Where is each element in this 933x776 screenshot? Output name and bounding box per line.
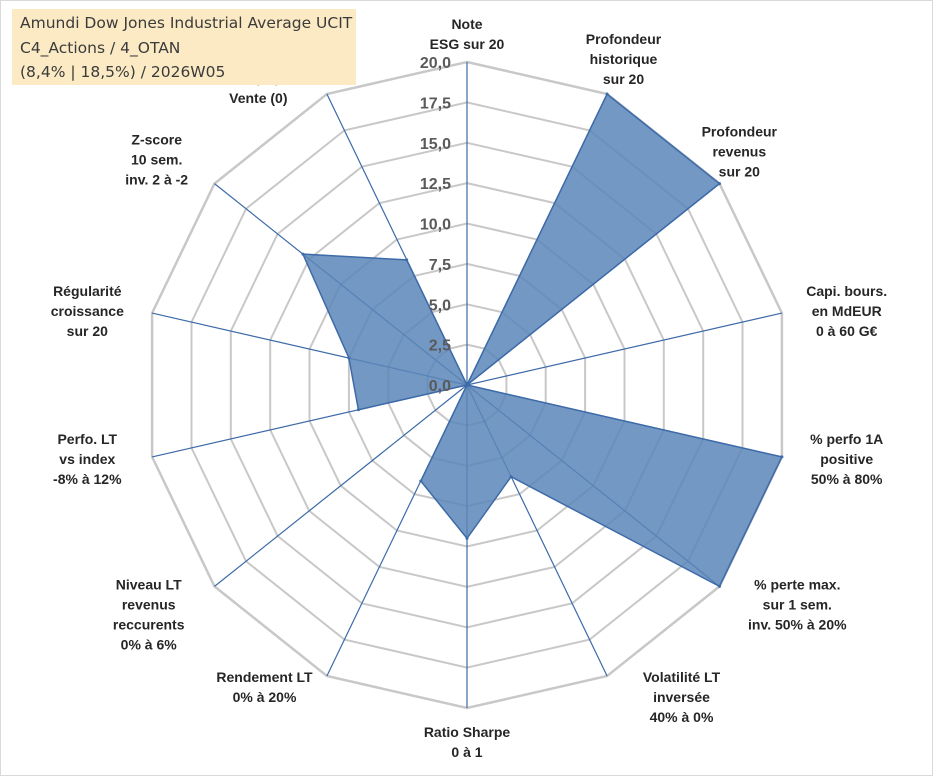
- tick-label: 10,0: [420, 217, 451, 234]
- axis-label: ESG sur 20: [430, 36, 505, 52]
- tick-label: 15,0: [420, 136, 451, 153]
- chart-title-box: Amundi Dow Jones Industrial Average UCIT…: [12, 9, 356, 85]
- axis-label: 0% à 6%: [121, 637, 178, 653]
- axis-label: reccurents: [113, 617, 185, 633]
- axis-label: Ratio Sharpe: [424, 724, 511, 740]
- series-point: [465, 383, 469, 387]
- series-point: [780, 455, 784, 459]
- series-point: [509, 475, 513, 479]
- tick-label: 12,5: [420, 176, 451, 193]
- axis-label: sur 1 sem.: [763, 597, 832, 613]
- axis-label: sur 20: [603, 71, 644, 87]
- axis-label: 10 sem.: [131, 151, 182, 167]
- axis-label: Niveau LT: [116, 577, 182, 593]
- axis-label: sur 20: [67, 323, 108, 339]
- tick-label: 0,0: [429, 378, 451, 395]
- axis-label: % perte max.: [754, 577, 840, 593]
- axis-label: -8% à 12%: [53, 471, 122, 487]
- chart-title: Amundi Dow Jones Industrial Average UCIT: [20, 14, 353, 32]
- axis-label: Perfo. LT: [57, 431, 117, 447]
- series-point: [405, 258, 409, 262]
- tick-label: 20,0: [420, 55, 451, 72]
- series-point: [419, 479, 423, 483]
- axis-label: en MdEUR: [812, 303, 882, 319]
- axis-label: Note: [451, 16, 482, 32]
- axis-label: inv. 50% à 20%: [748, 617, 847, 633]
- axis-label: 0 à 60 G€: [816, 323, 878, 339]
- axis-label: Rendement LT: [216, 669, 313, 685]
- series-point: [605, 92, 609, 96]
- chart-subtitle-period: (8,4% | 18,5%) / 2026W05: [20, 63, 226, 81]
- series-point: [718, 584, 721, 588]
- axis-label: Volatilité LT: [643, 669, 721, 685]
- axis-label: 50% à 80%: [811, 471, 883, 487]
- tick-label: 2,5: [429, 338, 451, 355]
- axis-label: 0% à 20%: [233, 689, 297, 705]
- tick-label: 5,0: [429, 297, 451, 314]
- axis-label: Z-score: [131, 131, 182, 147]
- axis-label: vs index: [59, 451, 115, 467]
- tick-label: 17,5: [420, 95, 451, 112]
- axis-label: 0 à 1: [451, 744, 482, 760]
- series-point: [347, 356, 351, 360]
- axis-label: inv. 2 à -2: [125, 171, 188, 187]
- axis-label: croissance: [51, 303, 124, 319]
- axis-spoke: [214, 384, 468, 587]
- series-point: [301, 252, 305, 256]
- tick-label: 7,5: [429, 257, 451, 274]
- axis-label: Régularité: [53, 283, 122, 299]
- series-point: [718, 182, 721, 186]
- axis-label: Profondeur: [702, 123, 778, 139]
- axis-label: Profondeur: [586, 31, 662, 47]
- axis-label: Capi. bours.: [806, 283, 887, 299]
- axis-label: revenus: [122, 597, 176, 613]
- axis-label: revenus: [712, 143, 766, 159]
- axis-label: positive: [820, 451, 873, 467]
- axis-spoke: [466, 312, 783, 386]
- series-point: [465, 536, 469, 540]
- axis-label: Vente (0): [229, 90, 287, 106]
- axis-label: % perfo 1A: [810, 431, 883, 447]
- series-point: [356, 408, 360, 412]
- axis-label: sur 20: [719, 163, 760, 179]
- axis-label: historique: [590, 51, 658, 67]
- chart-subtitle-category: C4_Actions / 4_OTAN: [20, 39, 181, 57]
- axis-label: 40% à 0%: [650, 709, 714, 725]
- axis-label: inversée: [653, 689, 710, 705]
